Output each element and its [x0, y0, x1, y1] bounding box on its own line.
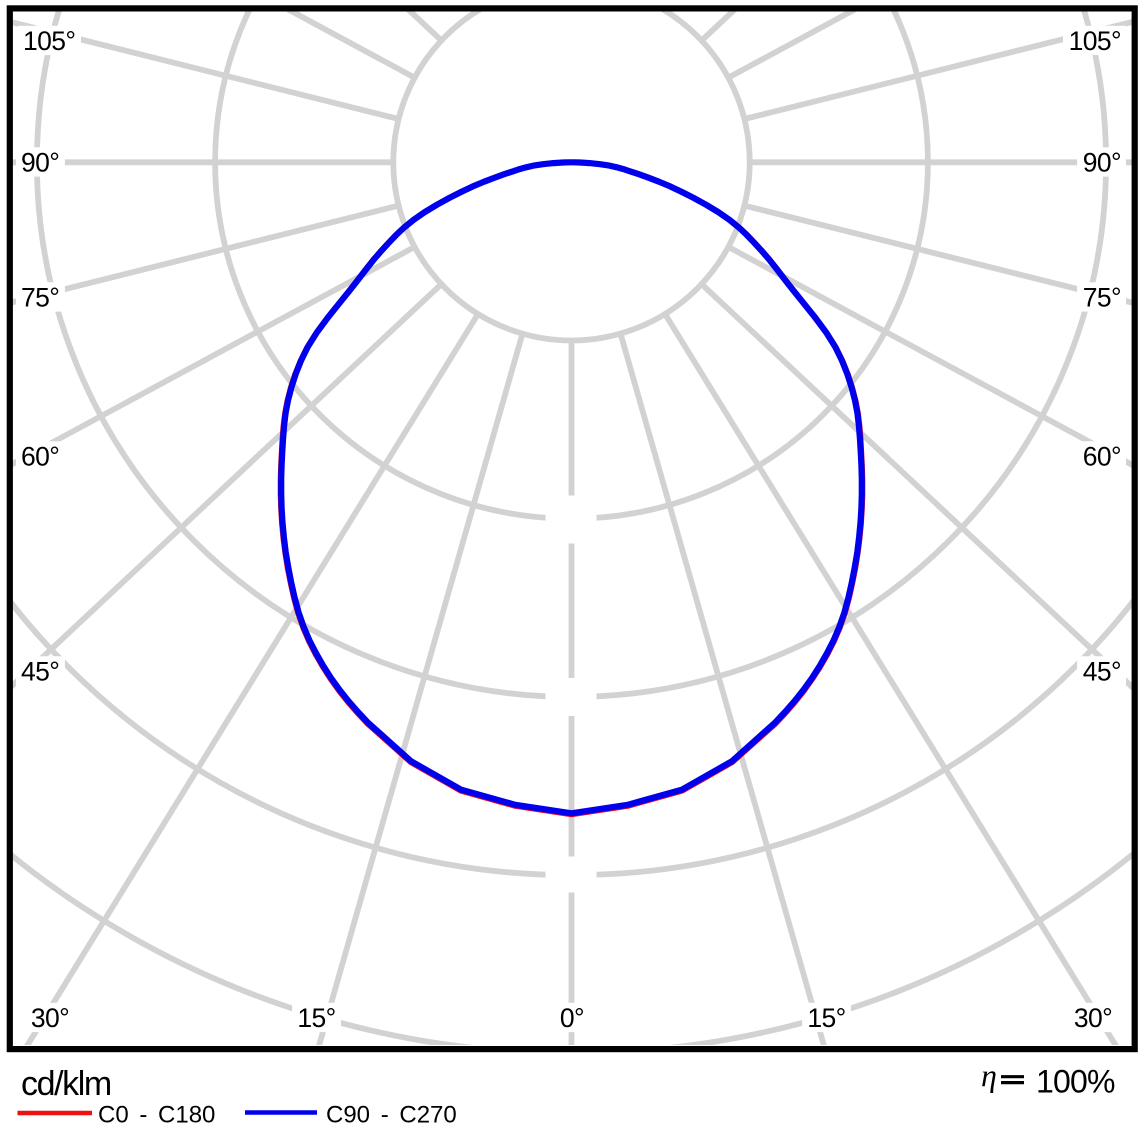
svg-text:C90 - C270: C90 - C270 [326, 1101, 457, 1128]
svg-text:15°: 15° [807, 1003, 845, 1033]
svg-text:15°: 15° [297, 1003, 335, 1033]
svg-text:η: η [981, 1057, 997, 1093]
svg-text:30°: 30° [31, 1003, 69, 1033]
svg-text:cd/klm: cd/klm [21, 1065, 111, 1103]
svg-text:30°: 30° [1074, 1003, 1112, 1033]
svg-text:75°: 75° [1083, 283, 1121, 313]
svg-text:C0 - C180: C0 - C180 [98, 1101, 215, 1128]
svg-text:90°: 90° [21, 148, 59, 178]
svg-text:100%: 100% [1036, 1063, 1115, 1099]
svg-text:75°: 75° [21, 283, 59, 313]
svg-text:105°: 105° [23, 26, 75, 56]
svg-text:45°: 45° [1083, 657, 1121, 687]
svg-text:45°: 45° [21, 657, 59, 687]
svg-text:105°: 105° [1069, 26, 1121, 56]
svg-text:60°: 60° [21, 442, 59, 472]
svg-text:0°: 0° [560, 1003, 584, 1033]
svg-text:60°: 60° [1083, 442, 1121, 472]
svg-text:90°: 90° [1083, 148, 1121, 178]
